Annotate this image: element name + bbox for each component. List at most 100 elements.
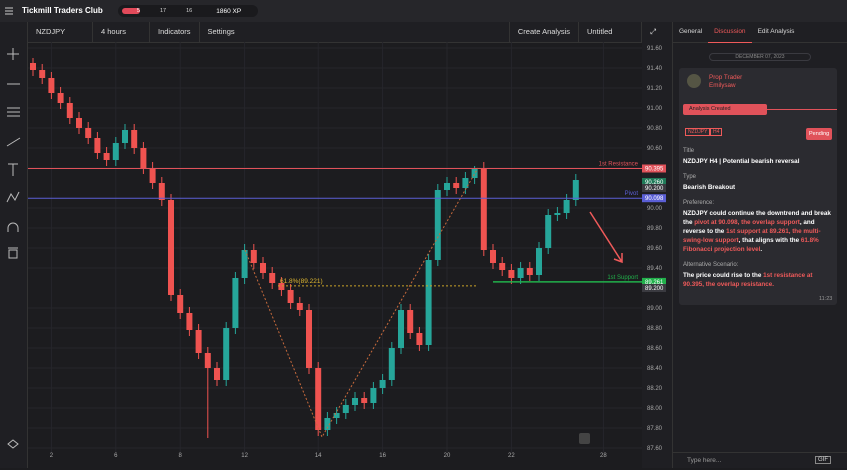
text-segment: The price could rise to the (683, 272, 764, 279)
level-name: 1st Support (607, 275, 638, 281)
text-segment: 1st resistance at 90.395 (683, 272, 813, 288)
candle-body (223, 328, 230, 380)
candle-body (490, 250, 496, 263)
candle-body (508, 270, 515, 278)
trend-tool[interactable] (6, 137, 21, 147)
pattern-tool[interactable] (6, 191, 20, 203)
y-tick-label: 91.20 (647, 86, 663, 92)
y-tick-label: 90.00 (647, 206, 663, 212)
event-line (767, 109, 837, 110)
fullscreen[interactable]: ⤢ (650, 27, 656, 36)
candle-body (296, 303, 303, 310)
y-tick-label: 89.00 (647, 306, 663, 312)
candle-body (554, 213, 561, 215)
preference-label: Preference: (683, 200, 715, 206)
user: Emilysaw (709, 82, 736, 89)
indicators[interactable]: Indicators (150, 22, 200, 42)
price-axis (642, 42, 672, 468)
xp: 1860 XP (216, 7, 242, 15)
y-tick-label: 91.60 (647, 46, 663, 52)
text-segment: , that aligns with the (738, 237, 801, 244)
title: NZDJPY H4 | Potential bearish reversal (683, 158, 800, 165)
symbol[interactable]: NZDJPY (28, 22, 93, 42)
x-tick-label: 2 (50, 453, 54, 459)
layers-tool[interactable] (7, 439, 19, 449)
candle-body (149, 168, 156, 183)
analysis-panel: General Discussion Edit Analysis DECEMBE… (672, 22, 847, 468)
candle-body (370, 388, 377, 403)
tab[interactable]: Edit Analysis (757, 28, 795, 35)
text-segment: , and reverse to the (683, 219, 815, 235)
candle-body (260, 263, 266, 273)
tab[interactable]: Discussion (708, 22, 752, 43)
settings[interactable]: Settings (207, 27, 235, 36)
y-tick-label: 91.40 (647, 66, 663, 72)
message-card: Prop Trader Emilysaw Analysis Created NZ… (679, 68, 837, 305)
candle-body (158, 183, 165, 200)
candle-body (214, 368, 220, 380)
preference: NZDJPY could continue the downtrend and … (683, 209, 833, 254)
status[interactable]: Pending (806, 128, 833, 140)
magnet-tool[interactable] (7, 222, 19, 232)
candle-body (140, 148, 147, 168)
chart-toolbar: NZDJPY 4 hours Indicators Settings Creat… (28, 22, 672, 43)
candle-body (177, 295, 184, 313)
candle-body (131, 130, 138, 148)
y-tick-label: 88.60 (647, 346, 663, 352)
y-tick-label: 89.80 (647, 226, 663, 232)
menu-icon[interactable] (4, 6, 14, 16)
level-badge (642, 164, 666, 173)
text-segment: . (760, 246, 763, 253)
level-name: 1st Resistance (599, 162, 639, 168)
candle-body (232, 278, 239, 328)
type-label: Type (683, 174, 697, 180)
text-segment: 1st support at 89.261, the multi-swing-l… (683, 228, 821, 244)
progress-level: 17 (160, 8, 167, 14)
candle-body (480, 168, 487, 250)
delete-tool[interactable] (8, 247, 18, 259)
crosshair-tool[interactable] (7, 48, 19, 60)
candle-body (122, 130, 128, 143)
candle-body (269, 273, 276, 283)
candle-body (471, 168, 478, 178)
candle-body (66, 103, 73, 118)
candle-body (499, 263, 506, 270)
price-badge (642, 284, 666, 292)
tag: H4 (710, 128, 723, 136)
candle-body (398, 310, 404, 348)
interval[interactable]: 4 hours (93, 22, 150, 42)
text-segment: 61.8% Fibonacci projection level (683, 237, 819, 253)
text-segment: , the overlap resistance. (702, 281, 775, 288)
candle-body (204, 353, 211, 368)
candle-body (195, 330, 202, 353)
input-placeholder: Type here... (687, 457, 722, 464)
y-tick-label: 88.80 (647, 326, 663, 332)
x-tick-label: 8 (179, 453, 183, 459)
candle-body (103, 153, 110, 160)
gif-button[interactable]: GIF (815, 456, 831, 464)
level-name: Pivot (625, 191, 639, 197)
candle-body (30, 63, 36, 70)
y-tick-label: 88.00 (647, 406, 663, 412)
price-badge-label: 90.200 (645, 186, 664, 192)
candle-body (517, 268, 524, 278)
message-input[interactable]: Type here... GIF (673, 452, 847, 469)
layout-name[interactable]: Untitled (579, 22, 642, 42)
text-segment: pivot at 90.098, the overlap support (694, 219, 800, 226)
candle-body (324, 418, 331, 430)
text-tool[interactable] (8, 163, 18, 176)
level-badge (642, 277, 666, 286)
fib-tool[interactable] (7, 107, 20, 117)
level-label: 90.098 (645, 196, 664, 202)
avatar (687, 74, 701, 88)
candle-body (526, 268, 533, 275)
y-tick-label: 89.40 (647, 266, 663, 272)
fib-legs (244, 167, 479, 439)
y-tick-label: 88.40 (647, 366, 663, 372)
candle-body (306, 310, 312, 368)
tab[interactable]: General (679, 28, 703, 35)
candle-body (48, 78, 55, 93)
create-analysis[interactable]: Create Analysis (508, 22, 579, 42)
y-tick-label: 90.60 (647, 146, 663, 152)
candle-body (425, 260, 432, 345)
